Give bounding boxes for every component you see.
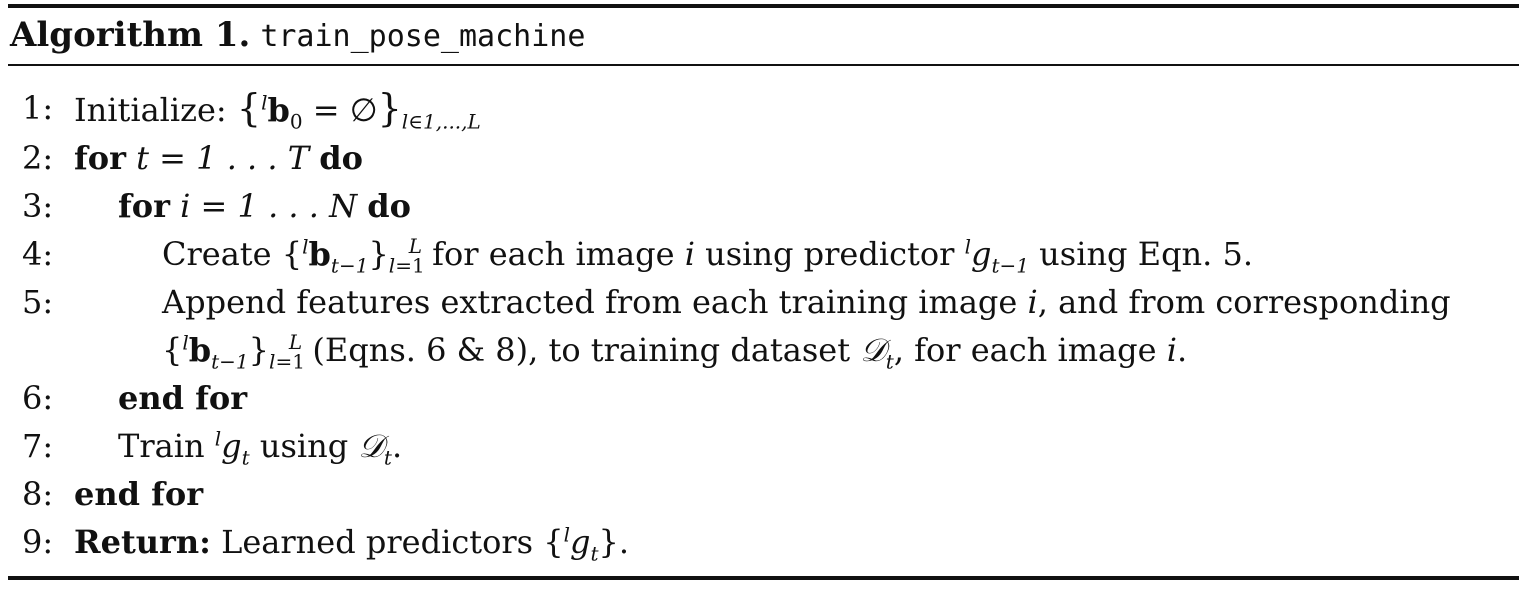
line-number: 4: — [22, 235, 54, 273]
line-number: 2: — [22, 139, 54, 177]
line-body: Return: Learned predictors {lgt}. — [74, 522, 630, 566]
bottom-rule — [8, 576, 1519, 580]
line-number: 9: — [22, 523, 54, 561]
algorithm-label: Algorithm 1. — [10, 15, 251, 55]
line-number: 7: — [22, 427, 54, 465]
line-body: for t = 1 . . . T do — [74, 134, 363, 182]
line-number: 3: — [22, 187, 54, 225]
line-text: Learned predictors { — [210, 523, 564, 561]
line-number: 6: — [22, 379, 54, 417]
line-body: Train lgt using 𝒟t. — [118, 426, 403, 470]
initialize-expression: {lb0 = ∅}l∈1,...,L — [236, 86, 481, 134]
header-rule — [8, 64, 1519, 66]
line-text: using Eqn. 5. — [1029, 235, 1254, 273]
line-text: using — [249, 427, 359, 465]
line-text: for each image — [421, 235, 685, 273]
return-keyword: Return: — [74, 523, 211, 561]
do-keyword: do — [319, 139, 363, 177]
for-keyword: for — [118, 187, 170, 225]
initialize-keyword: Initialize: — [74, 91, 227, 129]
algorithm-caption: Algorithm 1. train_pose_machine — [10, 10, 585, 60]
line-text: , for each image — [893, 331, 1167, 369]
line-number: 8: — [22, 475, 54, 513]
for-keyword: for — [74, 139, 126, 177]
line-text: . — [1176, 331, 1188, 369]
line-body: Create {lbt−1}l=1L for each image i usin… — [162, 234, 1254, 278]
line-text: using predictor — [694, 235, 965, 273]
image-variable: i — [684, 235, 695, 273]
line-text: (Eqns. 6 & 8), to training dataset — [302, 331, 861, 369]
line-body: Initialize: {lb0 = ∅}l∈1,...,L — [74, 84, 481, 134]
top-rule — [8, 4, 1519, 8]
line-body: Append features extracted from each trai… — [162, 278, 1451, 326]
loop-range: t = 1 . . . T — [136, 139, 310, 177]
line-text: Create { — [162, 235, 303, 273]
do-keyword: do — [367, 187, 411, 225]
line-body: {lbt−1}l=1L (Eqns. 6 & 8), to training d… — [162, 330, 1188, 374]
image-variable: i — [1166, 331, 1177, 369]
end-for-keyword: end for — [74, 475, 204, 513]
line-text: , and from corresponding — [1037, 283, 1451, 321]
line-text: Train — [118, 427, 215, 465]
line-number: 5: — [22, 283, 54, 321]
line-number: 1: — [22, 89, 54, 127]
image-variable: i — [1027, 283, 1038, 321]
line-body: for i = 1 . . . N do — [118, 182, 411, 230]
algorithm-name: train_pose_machine — [260, 19, 586, 54]
end-for-keyword: end for — [118, 379, 248, 417]
index-set: l∈1,...,L — [401, 109, 481, 134]
line-text: Append features extracted from each trai… — [162, 283, 1028, 321]
loop-range: i = 1 . . . N — [180, 187, 358, 225]
line-text: . — [391, 427, 403, 465]
line-text: }. — [598, 523, 630, 561]
algorithm-block: Algorithm 1. train_pose_machine 1: Initia… — [8, 0, 1519, 590]
